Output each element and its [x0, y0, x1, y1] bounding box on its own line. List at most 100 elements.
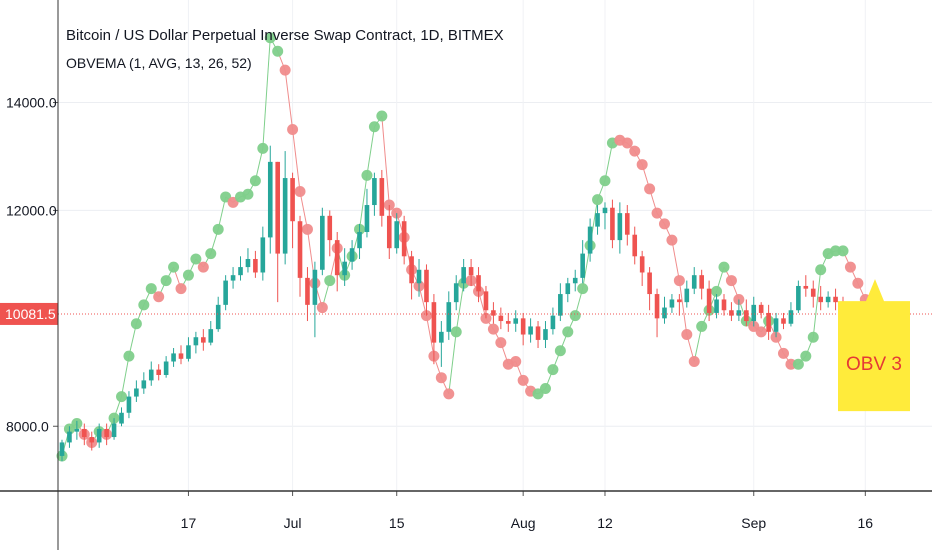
x-tick-label: 17	[181, 515, 197, 531]
candle-body	[520, 318, 526, 335]
candle-body	[580, 253, 585, 278]
obv-dot	[168, 261, 180, 273]
candle-body	[327, 215, 333, 241]
obv-dot	[621, 137, 633, 149]
candle-body	[721, 299, 727, 311]
candle-body	[669, 299, 675, 308]
x-tick-label: Jul	[284, 515, 302, 531]
obv-line-segment	[604, 142, 613, 181]
candle-body	[148, 369, 154, 381]
obv-dot	[197, 261, 209, 273]
candle-body	[260, 237, 266, 273]
candle-body	[483, 291, 489, 311]
obv-dot	[696, 320, 708, 332]
annotation-layer: 10081.5 OBV 3	[0, 279, 932, 412]
candle-body	[424, 269, 429, 303]
candle-body	[372, 178, 377, 206]
obv-line-segment	[381, 115, 390, 206]
candle-body	[67, 431, 72, 443]
obv-dot	[264, 32, 276, 44]
last-price-label-bg	[0, 302, 58, 325]
candle-body	[796, 285, 801, 311]
x-tick-label: Aug	[511, 515, 536, 531]
candle-body	[201, 337, 206, 343]
candle-body	[766, 312, 771, 332]
candle-body	[104, 428, 109, 438]
candle-body	[773, 318, 779, 332]
candle-body	[305, 277, 310, 305]
candle-body	[193, 337, 199, 346]
obv-dot	[681, 329, 693, 341]
candle-body	[82, 428, 87, 438]
candle-body	[96, 428, 102, 443]
candle-body	[119, 412, 124, 424]
obv-dot	[599, 175, 611, 187]
obv-line-segment	[448, 331, 457, 394]
obv-dot	[145, 283, 157, 295]
candle-body	[833, 296, 838, 303]
candle-body	[476, 275, 481, 292]
obv-line-segment	[262, 37, 271, 149]
candle-body	[714, 299, 719, 313]
candle-body	[632, 234, 638, 257]
candle-body	[565, 283, 571, 295]
obv-dot	[153, 291, 165, 303]
candle-body	[558, 294, 563, 316]
obv-dot	[636, 159, 648, 171]
obv-dot	[324, 275, 336, 287]
candle-body	[550, 315, 556, 330]
candle-body	[431, 302, 437, 343]
candle-body	[505, 321, 511, 324]
candle-body	[729, 310, 734, 316]
obv-dot	[777, 347, 789, 359]
obv-line-segment	[299, 191, 308, 230]
obv-dot	[644, 183, 656, 195]
candle-body	[491, 310, 496, 316]
obv-dot	[279, 64, 291, 76]
obv-dot	[800, 350, 812, 362]
candle-body	[163, 361, 169, 375]
candle-body	[126, 396, 132, 413]
obv-dot	[539, 382, 551, 394]
candle-body	[409, 256, 414, 284]
candle-body	[453, 283, 459, 303]
candle-body	[468, 267, 474, 276]
candle-body	[610, 207, 615, 241]
candle-body	[267, 161, 273, 238]
y-tick-label: 8000.0	[6, 418, 49, 434]
obv-line-segment	[121, 356, 130, 397]
y-tick-label: 12000.0	[6, 202, 57, 218]
candle-body	[89, 437, 95, 443]
candle-body	[290, 178, 295, 222]
obv-dot	[711, 285, 723, 297]
candle-body	[394, 221, 400, 249]
obv-dot	[294, 186, 306, 198]
obv-dot	[510, 356, 522, 368]
candle-body	[59, 442, 65, 456]
grid-lines	[58, 0, 932, 491]
obv-dot	[287, 123, 299, 135]
candle-body	[624, 213, 630, 235]
indicator-label: OBVEMA (1, AVG, 13, 26, 52)	[66, 55, 252, 71]
candle-body	[535, 326, 541, 340]
candle-body	[825, 296, 831, 303]
obv-dot	[249, 175, 261, 187]
obv-dot	[316, 302, 328, 314]
candle-body	[513, 318, 519, 324]
candle-body	[572, 277, 578, 284]
candle-body	[364, 205, 370, 233]
obv-dot	[554, 345, 566, 357]
obv-dot	[175, 283, 187, 295]
candle-body	[74, 428, 80, 432]
candle-body	[781, 318, 786, 324]
obv-dot	[301, 223, 313, 235]
obv-line-segment	[678, 280, 688, 335]
obv-dot	[376, 110, 388, 122]
candle-body	[639, 256, 645, 273]
candle-body	[401, 221, 407, 257]
candle-body	[334, 240, 340, 276]
obv-dot	[182, 269, 194, 281]
obv-dot	[725, 275, 737, 287]
